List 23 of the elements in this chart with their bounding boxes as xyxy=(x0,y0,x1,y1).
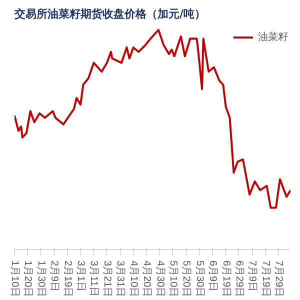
x-tick-label: 4月10日 xyxy=(128,260,139,298)
x-tick-label: 4月30日 xyxy=(154,260,166,298)
legend-label: 油菜籽 xyxy=(258,30,288,44)
x-tick-label: 3月1日 xyxy=(75,260,86,292)
x-tick-label: 6月19日 xyxy=(220,260,232,298)
x-tick-label: 2月19日 xyxy=(62,260,73,298)
x-tick-label: 5月30日 xyxy=(194,260,205,298)
x-tick-label: 1月30日 xyxy=(35,260,46,298)
x-tick-label: 3月31日 xyxy=(114,260,126,298)
x-tick-label: 7月19日 xyxy=(260,260,271,298)
x-tick-label: 4月20日 xyxy=(141,260,152,298)
x-tick-label: 5月20日 xyxy=(180,260,192,298)
x-tick-label: 2月9日 xyxy=(48,260,60,292)
x-tick-label: 7月9日 xyxy=(246,260,258,292)
x-tick-label: 3月21日 xyxy=(101,260,112,298)
x-tick-label: 5月10日 xyxy=(167,260,178,298)
x-tick-label: 7月29日 xyxy=(273,260,284,298)
chart-title: 交易所油菜籽期货收盘价格（加元/吨） xyxy=(14,8,206,20)
x-tick-label: 1月10日 xyxy=(9,260,20,298)
x-tick-label: 1月20日 xyxy=(22,260,34,298)
x-tick-label: 3月11日 xyxy=(88,260,100,296)
x-tick-label: 6月9日 xyxy=(207,260,218,292)
x-tick-label: 6月29日 xyxy=(234,260,244,298)
